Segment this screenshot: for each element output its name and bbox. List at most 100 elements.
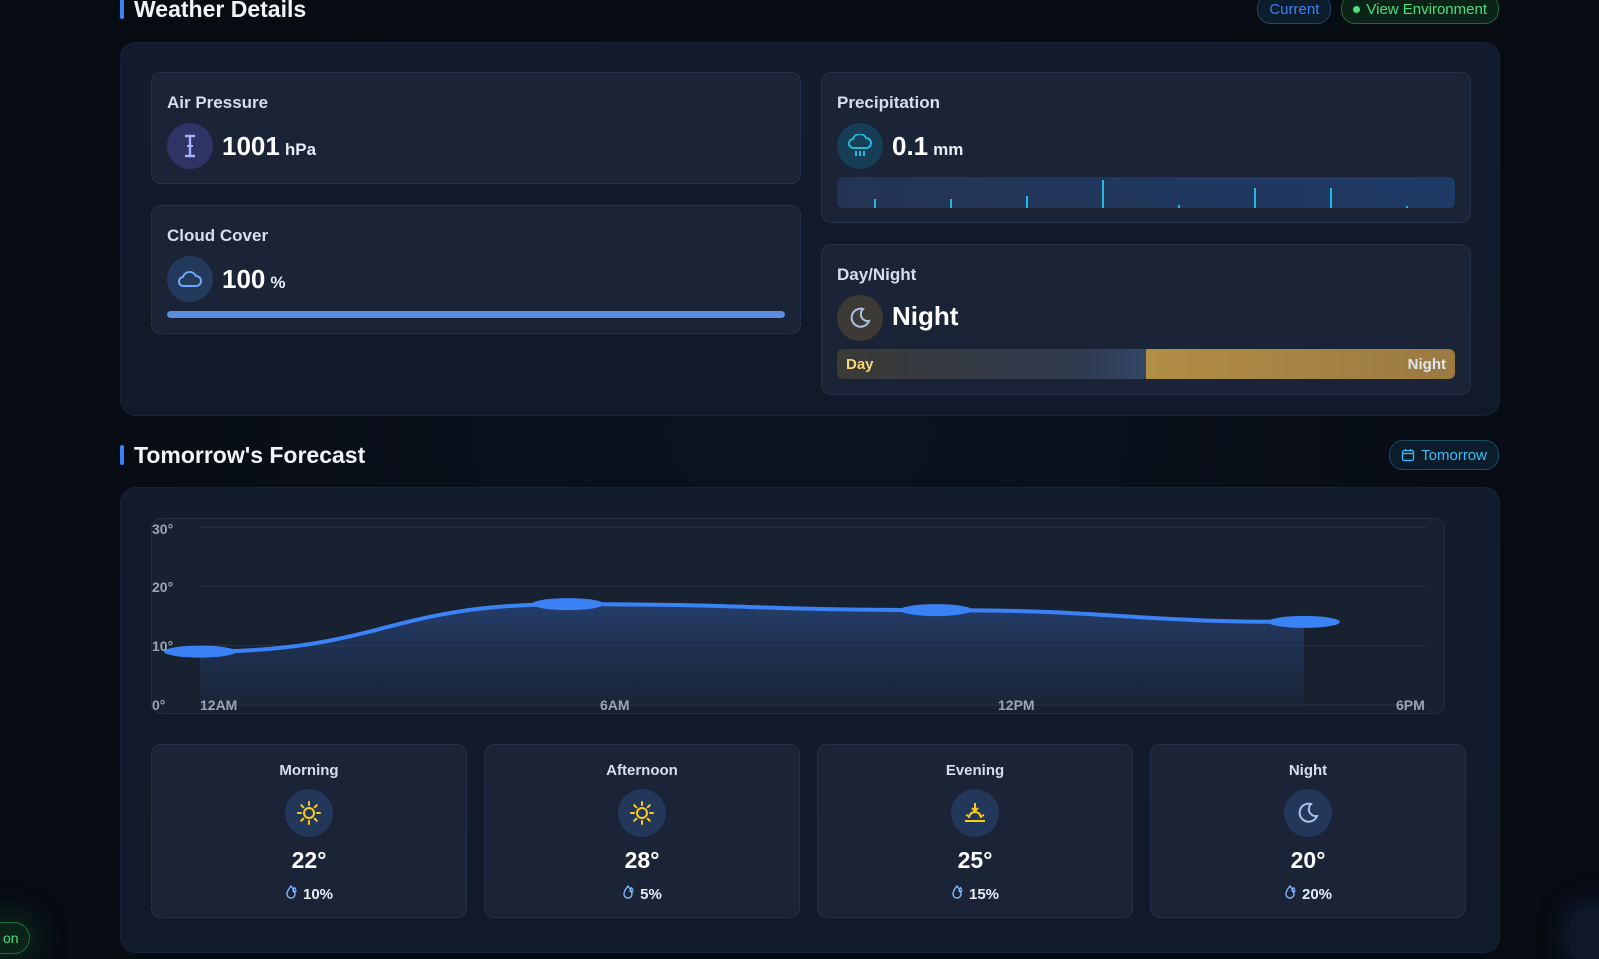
air-pressure-unit: hPa <box>284 140 317 159</box>
y-tick-label: 0° <box>152 697 165 713</box>
floating-environment-label: on <box>3 930 19 946</box>
day-night-bar: Day Night <box>837 349 1455 379</box>
precipitation-value-row: 0.1 mm <box>892 131 963 162</box>
calendar-icon <box>1401 449 1415 462</box>
droplet-icon <box>622 884 635 903</box>
precipitation-bar <box>1406 206 1408 208</box>
period-rain: 5% <box>485 884 799 903</box>
x-tick-label: 12AM <box>200 697 237 713</box>
view-environment-button[interactable]: View Environment <box>1341 0 1499 24</box>
period-card-evening: Evening 25° 15% <box>817 744 1133 918</box>
precipitation-card: Precipitation 0.1 mm <box>821 72 1471 223</box>
cloud-cover-card: Cloud Cover 100 % <box>151 205 801 334</box>
cloud-icon <box>167 256 213 302</box>
period-rain: 10% <box>152 884 466 903</box>
precipitation-bar <box>1102 180 1104 208</box>
view-environment-label: View Environment <box>1366 0 1487 18</box>
period-name: Evening <box>945 762 1005 779</box>
forecast-header: Tomorrow's Forecast Tomorrow <box>120 440 1499 470</box>
precipitation-bar <box>1330 187 1332 208</box>
cloud-cover-progress-fill <box>167 311 785 318</box>
x-tick-label: 6AM <box>600 697 630 713</box>
period-rain: 20% <box>1151 884 1465 903</box>
cloud-cover-progress <box>167 311 785 318</box>
weather-details-header: Weather Details Current View Environment <box>120 0 1499 24</box>
y-tick-label: 10° <box>152 638 173 654</box>
precipitation-bar <box>874 198 876 208</box>
sun-icon <box>618 789 666 837</box>
precipitation-label: Precipitation <box>837 93 940 112</box>
status-dot-icon <box>1353 5 1361 13</box>
precipitation-bar <box>1026 195 1028 208</box>
precipitation-bar <box>1178 204 1180 208</box>
droplet-icon <box>1284 884 1297 903</box>
y-tick-label: 20° <box>152 579 173 595</box>
rain-chance: 10% <box>302 885 334 903</box>
day-night-value: Night <box>892 301 959 331</box>
temperature-chart: 30° 20° 10° 0° 12AM 6AM 12PM 6PM <box>151 518 1445 714</box>
tomorrow-label: Tomorrow <box>1421 446 1487 464</box>
temperature-line <box>199 602 1305 654</box>
period-card-morning: Morning 22° 10% <box>151 744 467 918</box>
floating-action-button[interactable] <box>1569 905 1599 959</box>
x-tick-label: 6PM <box>1396 697 1425 713</box>
night-label: Night <box>1407 356 1446 373</box>
period-rain: 15% <box>818 884 1132 903</box>
precipitation-value: 0.1 <box>892 131 929 161</box>
floating-environment-button[interactable]: on <box>0 922 30 954</box>
rain-chance: 5% <box>640 885 662 903</box>
cloud-cover-value-row: 100 % <box>222 264 286 295</box>
weather-details-title: Weather Details <box>134 0 307 22</box>
data-point <box>1268 615 1340 628</box>
rain-chance: 15% <box>968 885 1000 903</box>
period-temp: 28° <box>624 847 660 873</box>
rain-chance: 20% <box>1301 885 1333 903</box>
data-point <box>532 598 604 611</box>
precipitation-bar <box>950 198 952 208</box>
day-night-label: Day/Night <box>837 265 917 284</box>
temperature-area <box>200 604 1304 705</box>
precipitation-bar <box>1254 187 1256 208</box>
temperature-chart-svg: 30° 20° 10° 0° 12AM 6AM 12PM 6PM <box>152 521 1426 713</box>
air-pressure-value: 1001 <box>222 131 280 161</box>
period-name: Afternoon <box>606 762 678 779</box>
x-tick-label: 12PM <box>998 697 1035 713</box>
current-button[interactable]: Current <box>1257 0 1332 24</box>
data-point <box>900 604 972 617</box>
cloud-cover-value: 100 <box>222 264 266 294</box>
moon-icon <box>1284 789 1332 837</box>
data-point <box>164 645 236 658</box>
droplet-icon <box>951 884 964 903</box>
tomorrow-button[interactable]: Tomorrow <box>1389 440 1499 470</box>
cloud-cover-label: Cloud Cover <box>167 226 269 245</box>
section-title: Tomorrow's Forecast <box>120 442 365 469</box>
section-title: Weather Details <box>120 0 306 23</box>
title-accent-bar <box>120 445 124 465</box>
sunset-icon <box>951 789 999 837</box>
cloud-cover-unit: % <box>270 273 286 292</box>
period-name: Morning <box>279 762 339 779</box>
period-card-afternoon: Afternoon 28° 5% <box>484 744 800 918</box>
period-card-night: Night 20° 20% <box>1150 744 1466 918</box>
forecast-title: Tomorrow's Forecast <box>134 441 366 468</box>
air-pressure-label: Air Pressure <box>167 93 269 112</box>
air-pressure-value-row: 1001 hPa <box>222 131 316 162</box>
precipitation-hourly-bars <box>837 177 1455 208</box>
period-name: Night <box>1288 762 1328 779</box>
weather-details-panel: Air Pressure 1001 hPa Cloud Cover 100 % … <box>120 42 1500 416</box>
air-pressure-card: Air Pressure 1001 hPa <box>151 72 801 184</box>
period-temp: 22° <box>291 847 327 873</box>
day-label: Day <box>846 356 874 373</box>
period-temp: 25° <box>957 847 993 873</box>
day-night-card: Day/Night Night Day Night <box>821 244 1471 395</box>
moon-icon <box>837 295 883 341</box>
y-tick-label: 30° <box>152 521 173 537</box>
rain-cloud-icon <box>837 123 883 169</box>
pressure-icon <box>167 123 213 169</box>
period-temp: 20° <box>1290 847 1326 873</box>
droplet-icon <box>285 884 298 903</box>
day-night-value-row: Night <box>892 301 958 332</box>
title-accent-bar <box>120 0 124 19</box>
precipitation-unit: mm <box>933 140 964 159</box>
sun-icon <box>285 789 333 837</box>
